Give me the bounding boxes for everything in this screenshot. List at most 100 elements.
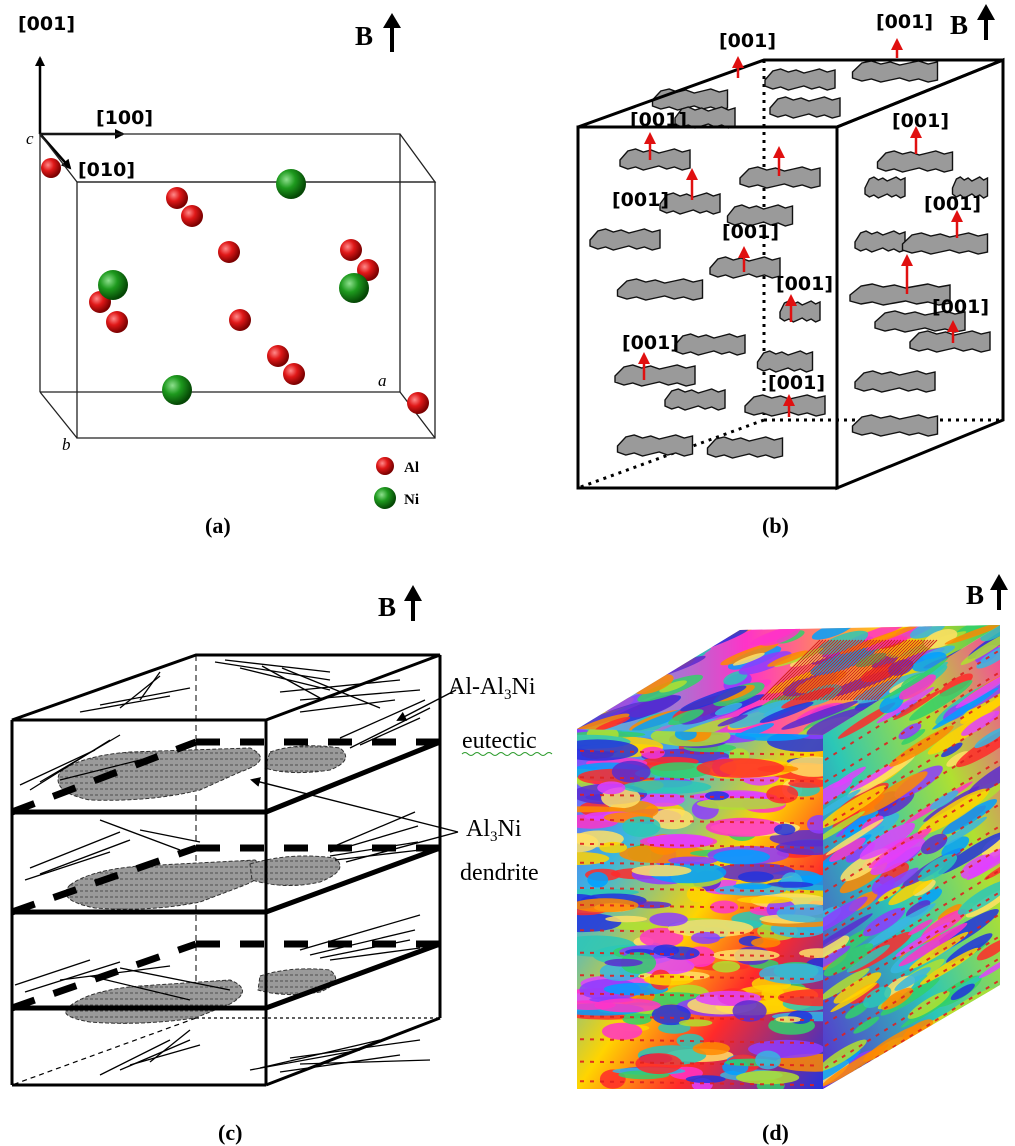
ebsd-grain xyxy=(578,628,640,652)
direction-label: [001] xyxy=(924,193,981,215)
ebsd-grain xyxy=(893,689,942,721)
ebsd-grain xyxy=(732,1000,767,1022)
ebsd-boundary xyxy=(849,639,911,701)
grain-shape xyxy=(909,330,991,353)
grain-shape xyxy=(769,96,841,119)
ebsd-grain xyxy=(751,937,781,948)
ebsd-grain xyxy=(577,852,610,865)
eutectic-line xyxy=(359,717,421,746)
ebsd-boundary xyxy=(864,639,926,701)
ebsd-grain xyxy=(723,670,748,685)
caption-a: (a) xyxy=(205,513,231,538)
ebsd-grain xyxy=(823,785,887,829)
ebsd-boundary xyxy=(579,1015,821,1022)
ebsd-grain xyxy=(978,996,1000,1017)
ebsd-grain xyxy=(685,1075,726,1083)
dendrite-patches xyxy=(57,745,347,1024)
ebsd-grain xyxy=(696,797,786,810)
ebsd-boundary xyxy=(837,639,899,701)
ebsd-grain xyxy=(908,919,933,936)
al-atoms xyxy=(41,158,429,414)
ebsd-boundary xyxy=(801,639,863,701)
axis-100-label: [100] xyxy=(96,107,153,129)
ebsd-grain xyxy=(918,1025,985,1068)
direction-arrow-head xyxy=(783,394,795,406)
ebsd-grain xyxy=(774,823,796,836)
ebsd-grain xyxy=(788,778,823,788)
ebsd-grain xyxy=(577,806,627,813)
grain-shape xyxy=(674,333,746,356)
ebsd-grain xyxy=(934,1067,966,1089)
ebsd-boundary xyxy=(824,979,1000,1089)
ebsd-grain xyxy=(976,938,1000,961)
ebsd-grain xyxy=(957,880,1000,915)
ebsd-grain xyxy=(823,968,870,1001)
ebsd-grain xyxy=(629,694,679,718)
ebsd-grain xyxy=(823,811,865,844)
grain-shape xyxy=(651,88,729,111)
ebsd-boundary xyxy=(843,639,905,701)
ebsd-grain xyxy=(967,1013,1000,1047)
legend-a: Al Ni xyxy=(374,457,419,509)
svg-text:B: B xyxy=(950,10,968,40)
grain-shape xyxy=(901,232,989,255)
eutectic-line xyxy=(299,699,396,713)
ebsd-grain xyxy=(853,1016,880,1034)
ebsd-grain xyxy=(729,698,800,729)
eutectic-line xyxy=(224,659,331,673)
ebsd-grain xyxy=(668,709,704,726)
eutectic-line xyxy=(299,689,421,701)
ebsd-grain xyxy=(936,1050,979,1077)
ebsd-grain xyxy=(586,649,617,667)
ebsd-grain xyxy=(823,943,874,977)
panel-c-layered-schematic: Al-Al3Ni eutectic Al3Ni dendrite B (c) xyxy=(10,585,553,1145)
ebsd-grain xyxy=(612,921,656,931)
ebsd-grain xyxy=(775,1053,823,1072)
ebsd-grain xyxy=(823,789,861,822)
ebsd-boundary xyxy=(792,639,854,701)
ebsd-boundary xyxy=(579,818,821,825)
ebsd-boundary xyxy=(873,639,935,701)
svg-text:B: B xyxy=(966,580,984,610)
grain-shape xyxy=(619,148,691,171)
ebsd-boundary xyxy=(771,639,833,701)
ebsd-grain xyxy=(840,848,890,882)
ebsd-boundary xyxy=(846,639,908,701)
ebsd-grain xyxy=(823,945,851,973)
ebsd-grain xyxy=(907,991,950,1019)
direction-arrow-head xyxy=(785,294,797,306)
ebsd-grain xyxy=(889,725,954,767)
ebsd-grain xyxy=(631,864,692,877)
ebsd-boundary xyxy=(579,992,821,999)
ebsd-grain xyxy=(823,1039,867,1072)
ebsd-grain xyxy=(937,904,962,921)
ebsd-grain xyxy=(941,742,963,758)
ebsd-grain xyxy=(960,631,1000,666)
ebsd-grain xyxy=(577,833,599,853)
ebsd-grain xyxy=(649,762,711,779)
grain-shape xyxy=(874,310,966,333)
ebsd-grain xyxy=(978,957,1000,979)
direction-arrow-head xyxy=(910,126,922,138)
ebsd-boundary xyxy=(810,639,872,701)
ebsd-grain xyxy=(823,896,868,936)
ebsd-grain xyxy=(651,808,694,830)
ebsd-boundary xyxy=(768,639,830,701)
legend-al-label: Al xyxy=(404,460,419,476)
ebsd-grain xyxy=(767,650,809,667)
ebsd-grain xyxy=(604,958,643,967)
ebsd-boundary xyxy=(795,639,857,701)
eutectic-line xyxy=(39,839,131,875)
ebsd-grain xyxy=(981,836,1000,858)
eutectic-line xyxy=(19,749,96,786)
ebsd-grain xyxy=(898,922,968,967)
eutectic-line xyxy=(279,1054,401,1073)
ebsd-grain xyxy=(829,837,866,862)
ebsd-grain xyxy=(766,881,814,888)
ebsd-boundary xyxy=(780,639,842,701)
direction-label: [001] xyxy=(876,11,933,33)
ebsd-grain xyxy=(659,680,687,693)
eutectic-line xyxy=(339,699,426,739)
ebsd-grain xyxy=(705,791,729,801)
